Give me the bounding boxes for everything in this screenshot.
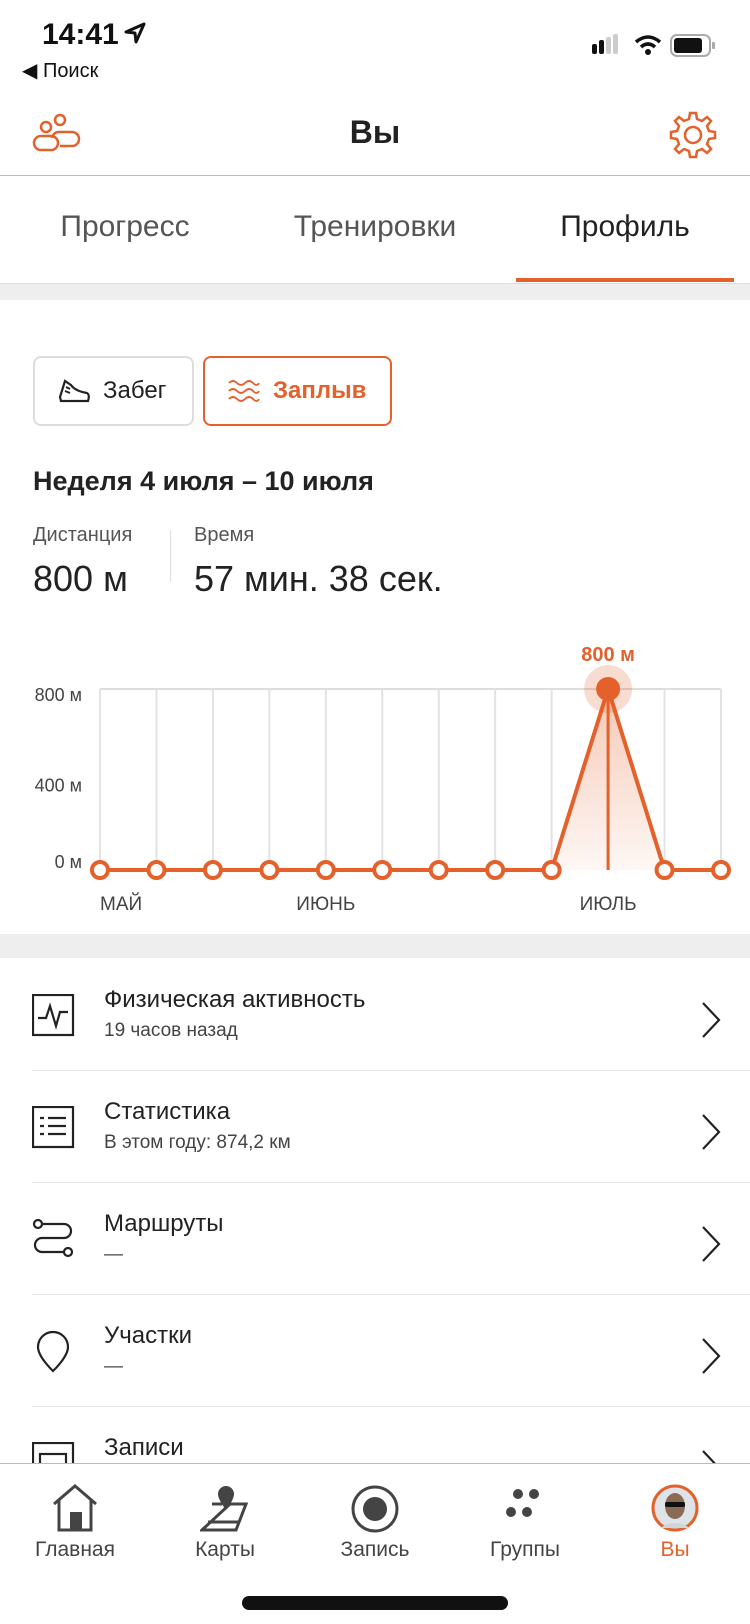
tab-workouts[interactable]: Тренировки [293,210,457,243]
x-tick-label: ИЮЛЬ [580,894,637,915]
pin-icon [36,1330,70,1373]
list-item-subtitle: — [104,1356,123,1377]
activity-icon [32,994,75,1037]
settings-gear-icon[interactable] [668,110,718,160]
y-tick-label: 0 м [55,852,82,872]
data-point [428,860,449,880]
data-point [372,860,393,880]
battery-icon [670,34,715,57]
data-point [541,860,562,880]
list-divider [32,1294,750,1295]
header-divider [0,175,750,176]
data-point [202,860,223,880]
chevron-right-icon [702,1002,721,1038]
route-icon [32,1218,74,1258]
list-item-subtitle: В этом году: 874,2 км [104,1132,291,1153]
selected-value-label: 800 м [581,644,635,666]
y-tick-label: 800 м [35,685,82,705]
tabbar-home-label: Главная [35,1538,115,1561]
list-divider [32,1182,750,1183]
chevron-right-icon [702,1114,721,1150]
run-filter-button[interactable]: Забег [33,356,194,426]
list-item-title: Физическая активность [104,986,366,1013]
tabbar-maps-label: Карты [195,1538,255,1561]
data-point [654,860,675,880]
chevron-right-icon [702,1338,721,1374]
list-item-title: Статистика [104,1098,231,1125]
data-point [146,860,167,880]
active-tab-indicator [516,278,734,282]
list-divider [32,1406,750,1407]
x-tick-label: ИЮНЬ [296,894,355,915]
list-item-subtitle: — [104,1244,123,1265]
tabbar-groups-label: Группы [490,1538,560,1561]
location-arrow-icon [124,22,146,44]
tab-profile[interactable]: Профиль [560,210,690,243]
list-item-title: Записи [104,1434,184,1461]
list-item-title: Маршруты [104,1210,224,1237]
list-item-stats[interactable]: Статистика В этом году: 874,2 км [0,1076,750,1188]
data-point [711,860,731,880]
distance-label: Дистанция [33,524,133,546]
data-point [259,860,280,880]
chevron-right-icon [702,1226,721,1262]
data-point [315,860,336,880]
list-item-pin[interactable]: Участки — [0,1300,750,1412]
week-title: Неделя 4 июля – 10 июля [33,466,374,496]
time-value: 57 мин. 38 сек. [194,558,443,599]
stats-icon [32,1106,75,1149]
tabbar-record-label: Запись [340,1538,410,1561]
map-pin-icon [200,1486,249,1532]
record-icon [351,1485,399,1533]
wifi-icon [634,35,662,55]
stats-divider [170,530,171,582]
list-item-activity[interactable]: Физическая активность 19 часов назад [0,964,750,1076]
tab-progress[interactable]: Прогресс [60,210,190,243]
y-tick-label: 400 м [35,776,82,796]
list-item-title: Участки [104,1322,192,1349]
friends-icon[interactable] [32,112,82,154]
tabs-divider [0,283,750,284]
list-item-subtitle: 19 часов назад [104,1020,238,1041]
area-fill [100,689,721,870]
data-point [485,860,506,880]
list-item-route[interactable]: Маршруты — [0,1188,750,1300]
signal-icon [592,34,618,54]
back-to-search-link[interactable]: ◀ Поиск [22,60,99,82]
run-filter-label: Забег [103,377,167,404]
status-time: 14:41 [42,18,119,51]
home-icon [53,1484,97,1532]
data-point [90,860,110,880]
shoe-icon [58,379,90,403]
time-label: Время [194,524,255,546]
home-indicator [242,1596,508,1610]
section-gap [0,934,750,958]
page-title: Вы [349,114,401,150]
swim-filter-button[interactable]: Заплыв [203,356,392,426]
swim-filter-label: Заплыв [273,377,367,404]
section-gap [0,284,750,300]
waves-icon [228,380,260,402]
list-divider [32,1070,750,1071]
tabbar-you-label: Вы [660,1538,690,1561]
distance-value: 800 м [33,558,128,599]
avatar [651,1484,699,1532]
x-tick-label: МАЙ [100,893,142,915]
data-point-selected [596,677,621,701]
weekly-distance-chart[interactable]: 800 м 400 м 0 м 800 м МАЙ ИЮНЬ ИЮЛЬ [0,620,750,920]
groups-dots-icon [506,1489,539,1517]
